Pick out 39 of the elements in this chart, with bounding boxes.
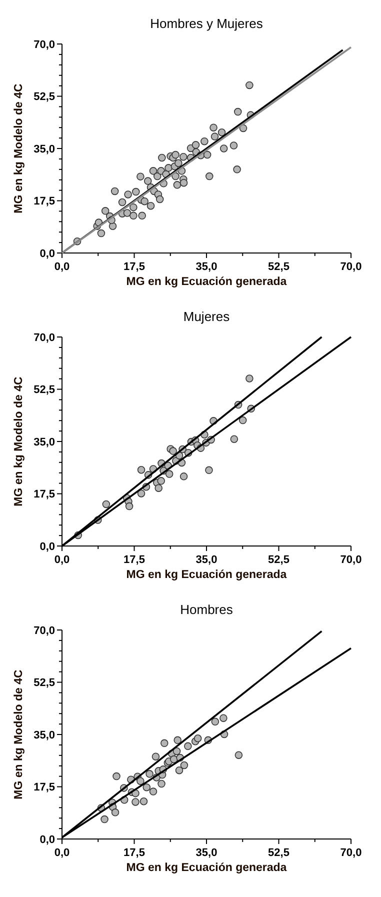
y-axis-title: MG en kg Modelo de 4C <box>13 376 25 506</box>
x-tick-label: 52,5 <box>268 847 290 859</box>
x-axis-title: MG en kg Ecuación generada <box>126 276 288 288</box>
x-tick-label: 17,5 <box>124 261 145 273</box>
x-tick-label: 52,5 <box>268 554 290 566</box>
x-axis-title: MG en kg Ecuación generada <box>126 569 288 581</box>
y-tick-label: 70,0 <box>34 38 55 51</box>
x-axis-title: MG en kg Ecuación generada <box>126 862 288 874</box>
chart-title: Hombres y Mujeres <box>150 16 264 31</box>
x-tick-label: 70,0 <box>340 847 362 859</box>
y-tick-label: 52,5 <box>34 677 55 690</box>
chart-title: Mujeres <box>183 309 230 324</box>
x-tick-label: 17,5 <box>124 847 145 859</box>
x-tick-label: 35,0 <box>196 554 218 566</box>
y-tick-label: 0,0 <box>40 540 55 553</box>
x-tick-label: 0,0 <box>54 554 70 566</box>
x-tick-label: 17,5 <box>124 554 145 566</box>
y-axis-title: MG en kg Modelo de 4C <box>13 84 25 214</box>
y-tick-label: 17,5 <box>34 488 55 501</box>
chart-title: Hombres <box>180 602 234 617</box>
y-tick-label: 17,5 <box>34 782 55 794</box>
y-axis-title: MG en kg Modelo de 4C <box>13 670 25 800</box>
y-tick-label: 35,0 <box>34 143 55 156</box>
y-tick-label: 70,0 <box>34 624 55 637</box>
y-tick-label: 17,5 <box>34 196 55 208</box>
x-tick-label: 35,0 <box>196 847 218 859</box>
y-tick-label: 52,5 <box>34 384 55 396</box>
x-tick-label: 70,0 <box>340 261 362 273</box>
y-tick-label: 35,0 <box>34 436 55 448</box>
x-tick-label: 0,0 <box>54 261 70 273</box>
y-tick-label: 0,0 <box>40 834 55 846</box>
x-tick-label: 70,0 <box>340 554 362 566</box>
y-tick-label: 52,5 <box>34 91 55 104</box>
x-tick-label: 52,5 <box>268 261 290 273</box>
y-tick-label: 70,0 <box>34 332 55 344</box>
x-tick-label: 0,0 <box>54 847 70 859</box>
y-tick-label: 0,0 <box>40 248 55 260</box>
x-tick-label: 35,0 <box>196 261 218 273</box>
y-tick-label: 35,0 <box>34 729 55 742</box>
